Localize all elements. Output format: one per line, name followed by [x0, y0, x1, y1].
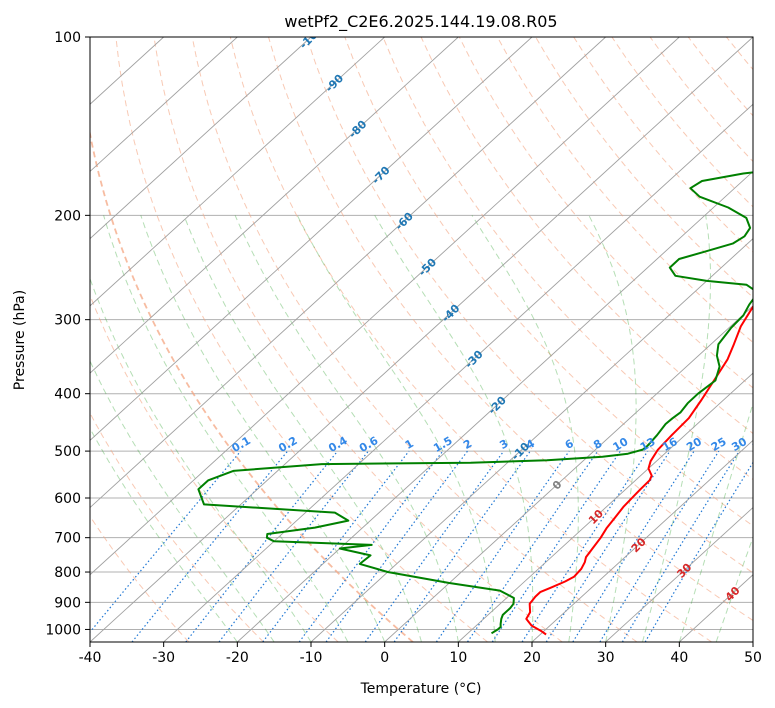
dry-adiabat-line [90, 515, 190, 642]
dry-adiabat-line [306, 37, 753, 574]
isotherm-line [90, 37, 606, 509]
moist-adiabat-line [234, 215, 459, 642]
x-tick-label: 50 [744, 650, 762, 666]
isotherm-line [531, 439, 753, 642]
moist-adiabat-line [471, 215, 579, 642]
x-axis-label: Temperature (°C) [360, 681, 482, 697]
isotherm-line [458, 372, 753, 642]
y-tick-label: 300 [54, 313, 81, 329]
y-tick-label: 1000 [45, 622, 81, 638]
mixing-ratio-label: 36 [750, 435, 770, 454]
dry-adiabat-line [496, 37, 753, 344]
isotherm-line [90, 37, 238, 173]
y-tick-label: 500 [54, 444, 81, 460]
isotherm-line [605, 506, 753, 642]
isotherm-line [384, 305, 753, 642]
moist-adiabat-line [140, 215, 386, 642]
y-tick-label: 800 [54, 565, 81, 581]
dry-adiabat-line [90, 412, 264, 642]
moist-adiabat-line [90, 277, 312, 642]
x-tick-label: -10 [300, 650, 323, 666]
sounding-profiles [197, 171, 753, 636]
x-tick-label: 30 [597, 650, 615, 666]
plot-area: 0.10.20.40.611.52346810131620253036-100-… [90, 37, 770, 642]
x-tick-label: -40 [79, 650, 102, 666]
moist-adiabat-line [374, 215, 534, 642]
x-axis-ticks: -40 -30 -20 -10 0 10 20 30 40 50 [79, 642, 762, 666]
x-tick-label: 20 [523, 650, 541, 666]
mixing-ratio-line [90, 450, 242, 633]
moist-adiabat-line [642, 215, 711, 642]
moist-adiabat-line [90, 359, 275, 642]
dry-adiabat-line [535, 37, 753, 298]
mixing-ratio-lines [90, 450, 753, 642]
y-tick-label: 700 [54, 531, 81, 547]
y-tick-label: 400 [54, 387, 81, 403]
mixing-ratio-line [572, 450, 695, 642]
temperature-profile-line [525, 305, 753, 636]
dry-adiabat-line [382, 37, 753, 481]
y-axis-ticks: 1000 900 800 700 600 500 400 300 200 100 [45, 30, 90, 638]
y-tick-label: 600 [54, 491, 81, 507]
chart-title: wetPf2_C2E6.2025.144.19.08.R05 [284, 12, 557, 32]
isotherm-line [90, 37, 680, 576]
y-tick-label: 100 [54, 30, 81, 46]
isotherms [90, 37, 753, 642]
mixing-ratio-line [185, 450, 339, 642]
isotherm-line [90, 37, 459, 374]
isotherm-line [90, 37, 533, 441]
mixing-ratio-line [435, 450, 570, 642]
mixing-ratio-line [466, 450, 599, 642]
x-tick-label: -30 [152, 650, 175, 666]
x-tick-label: 10 [449, 650, 467, 666]
mixing-ratio-line [364, 450, 505, 642]
x-tick-label: -20 [226, 650, 249, 666]
mixing-ratio-line [491, 450, 621, 642]
plot-frame [89, 36, 754, 643]
isotherm-line [90, 37, 312, 240]
moist-adiabat-line [588, 215, 637, 642]
x-tick-label: 0 [380, 650, 389, 666]
isotherm-line [90, 37, 753, 642]
mixing-ratio-line [325, 450, 468, 642]
dry-adiabat-line [268, 37, 753, 622]
dewpoint-profile-line [197, 171, 753, 635]
dry-adiabat-line [115, 37, 488, 642]
dry-adiabat-line [90, 129, 414, 642]
isotherm-line [310, 238, 753, 642]
moist-adiabat-line [296, 215, 496, 642]
isotherm-line [237, 170, 753, 642]
y-tick-label: 900 [54, 595, 81, 611]
mixing-ratio-line [262, 450, 410, 642]
isotherm-line [90, 37, 385, 307]
x-tick-label: 40 [670, 650, 688, 666]
dry-adiabat-line [153, 37, 563, 642]
mixing-ratio-line [521, 450, 649, 642]
mixing-ratio-line [545, 450, 671, 642]
mixing-ratio-line [131, 450, 289, 642]
mixing-ratio-line [621, 450, 740, 642]
y-tick-label: 200 [54, 208, 81, 224]
moist-adiabat-line [90, 427, 238, 642]
y-axis-label: Pressure (hPa) [12, 290, 28, 390]
dry-adiabat-line [191, 37, 638, 642]
mixing-ratio-line [298, 450, 444, 642]
